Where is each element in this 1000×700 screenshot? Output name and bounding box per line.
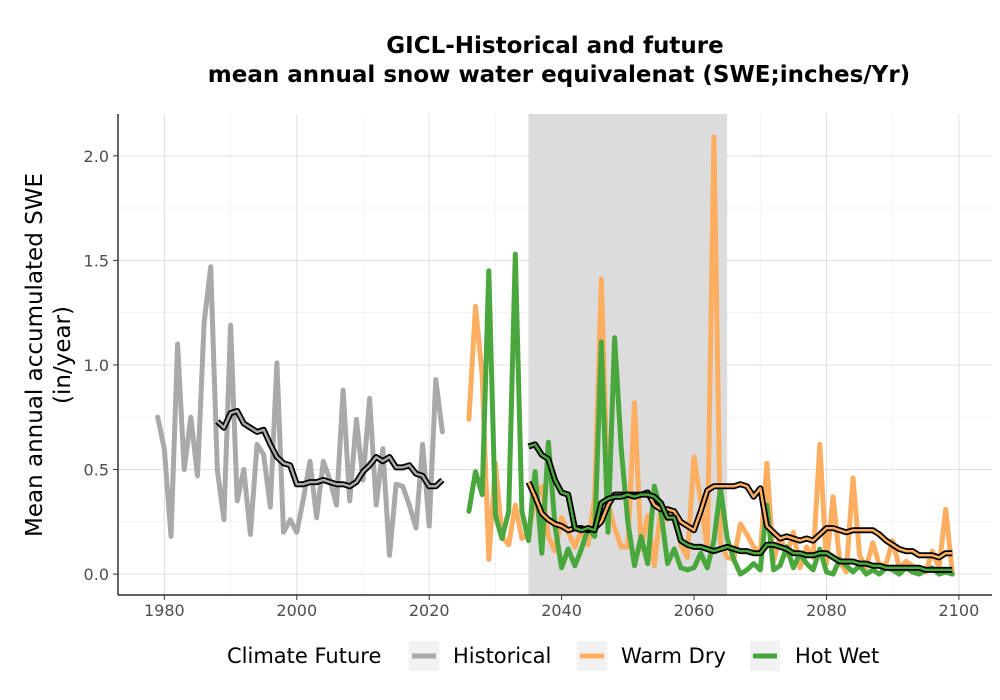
y-tick-label: 1.5 [84,251,109,270]
series-line-warm-dry [466,134,955,575]
y-tick-label: 2.0 [84,147,109,166]
x-tick-label: 2060 [674,601,715,620]
chart-subtitle: mean annual snow water equivalenat (SWE;… [208,62,910,88]
y-tick-label: 0.5 [84,461,109,480]
y-tick-label: 0.0 [84,565,109,584]
x-tick-label: 2100 [939,601,980,620]
legend-label-hot-wet: Hot Wet [795,644,879,668]
y-axis-title: Mean annual accumulated SWE (in/year) [22,173,76,537]
x-tick-label: 2040 [541,601,582,620]
plot-area: 1980 2000 2020 2040 2060 2080 2100 0.0 0.5 1.0 1.5… [84,114,992,620]
smooth-line-hot-wet [528,443,953,572]
series-line-historical [155,264,445,558]
chart-title: GICL-Historical and future [386,33,723,59]
legend-label-historical: Historical [453,644,551,668]
y-tick-label: 1.0 [84,356,109,375]
x-tick-label: 2000 [276,601,317,620]
x-tick-label: 2020 [409,601,450,620]
y-axis-title-line1: Mean annual accumulated SWE [22,173,48,537]
x-tick-label: 1980 [144,601,185,620]
y-axis-title-line2: (in/year) [50,306,76,404]
x-tick-label: 2080 [806,601,847,620]
smooth-line-historical [216,409,444,488]
legend: Climate Future Historical Warm Dry Hot W… [227,641,879,671]
legend-label-warm-dry: Warm Dry [621,644,726,668]
legend-title: Climate Future [227,644,381,668]
